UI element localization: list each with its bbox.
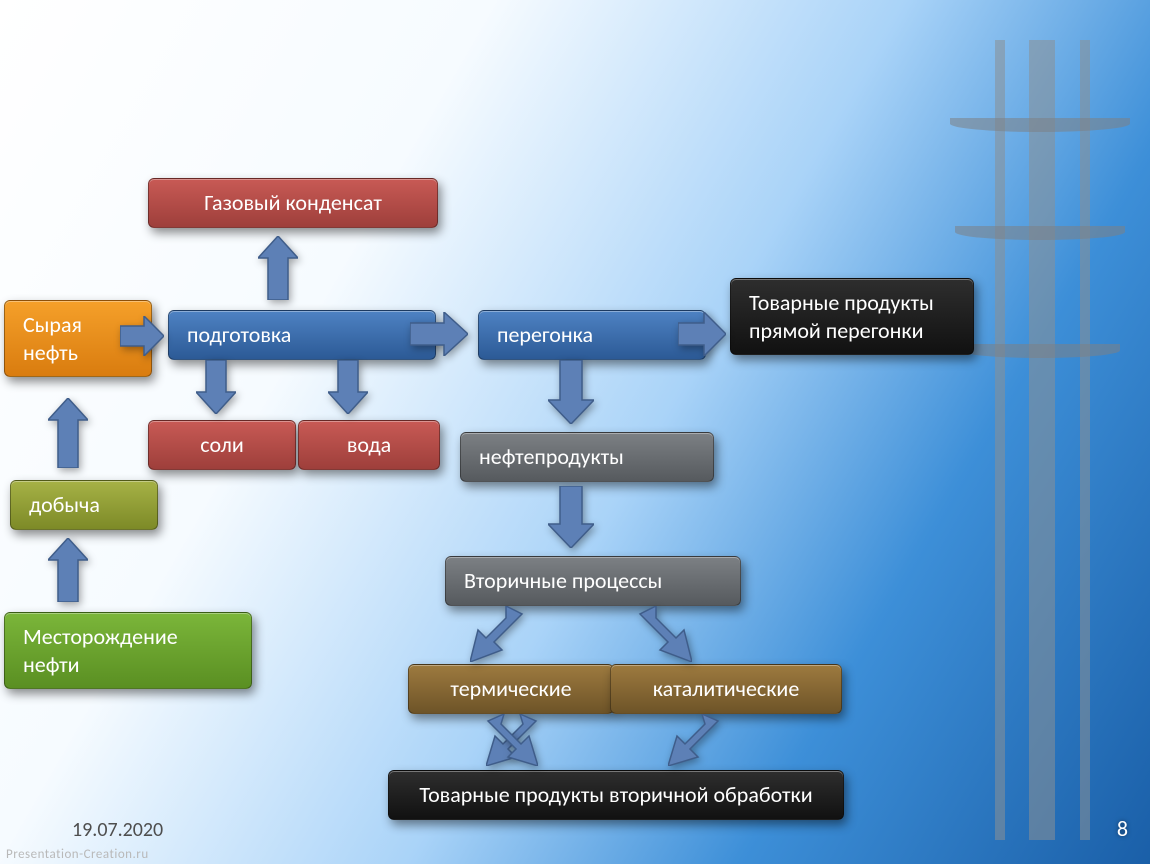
arrow-icon: [548, 486, 594, 548]
node-label: каталитические: [653, 675, 800, 702]
slide: { "colors": { "arrow_fill": "#5d80b6", "…: [0, 0, 1150, 864]
arrow-icon: [636, 606, 692, 662]
bg-tower-pillar: [1080, 40, 1090, 840]
node-oilfield: Месторождение нефти: [4, 612, 252, 689]
footer-date: 19.07.2020: [72, 818, 163, 842]
arrow-icon: [48, 538, 88, 602]
node-thermal: термические: [408, 664, 614, 714]
arrow-icon: [548, 360, 594, 424]
node-label: подготовка: [187, 321, 291, 348]
node-petroproducts: нефтепродукты: [460, 432, 714, 482]
node-gas-condensate: Газовый конденсат: [148, 178, 438, 228]
arrow-icon: [196, 360, 236, 414]
node-label: Товарные продукты прямой перегонки: [749, 289, 934, 344]
node-direct-products: Товарные продукты прямой перегонки: [730, 278, 974, 355]
node-label: Товарные продукты вторичной обработки: [419, 781, 812, 808]
watermark-text: Presentation-Creation.ru: [6, 847, 149, 862]
arrow-icon: [668, 714, 720, 766]
node-water: вода: [298, 420, 440, 470]
node-label: нефтепродукты: [479, 443, 624, 470]
node-label: вода: [347, 431, 391, 458]
bg-tower-ring: [960, 320, 1120, 358]
node-label: перегонка: [497, 321, 593, 348]
arrow-icon: [48, 398, 88, 468]
node-salts: соли: [148, 420, 296, 470]
arrow-icon: [470, 606, 526, 662]
node-label: Газовый конденсат: [204, 189, 382, 216]
arrow-icon: [410, 312, 468, 356]
node-preparation: подготовка: [168, 310, 436, 360]
arrow-icon: [486, 714, 538, 766]
page-number: 8: [1117, 815, 1128, 842]
arrow-icon: [258, 236, 298, 300]
node-label: Сырая нефть: [23, 311, 82, 366]
node-label: соли: [200, 431, 244, 458]
node-label: термические: [450, 675, 571, 702]
node-distillation: перегонка: [478, 310, 706, 360]
bg-tower-ring: [950, 90, 1130, 132]
arrow-icon: [328, 360, 368, 414]
bg-tower-pillar: [1029, 40, 1055, 840]
node-secondary-processes: Вторичные процессы: [445, 556, 741, 606]
bg-tower-ring: [955, 200, 1125, 240]
node-label: Месторождение нефти: [23, 623, 178, 678]
node-extraction: добыча: [10, 480, 158, 530]
bg-tower-pillar: [995, 40, 1005, 840]
node-label: Вторичные процессы: [464, 567, 662, 594]
node-label: добыча: [29, 491, 100, 518]
node-secondary-products: Товарные продукты вторичной обработки: [388, 770, 844, 820]
arrow-icon: [678, 312, 726, 356]
node-catalytic: каталитические: [610, 664, 842, 714]
arrow-icon: [120, 316, 164, 356]
